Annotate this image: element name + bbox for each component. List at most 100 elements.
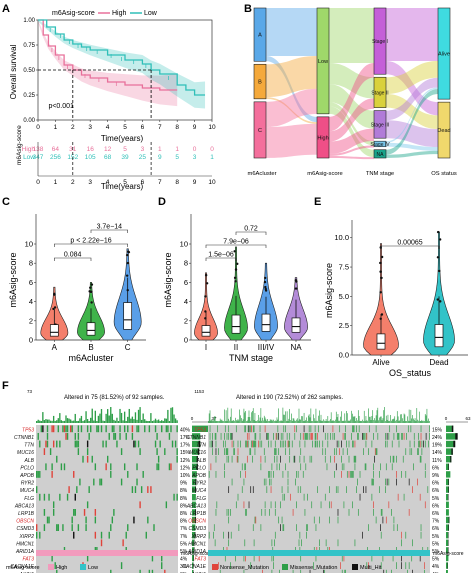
km-x-tick-label: 6 [141,124,145,131]
onco-mutation-cell [219,569,221,573]
onco-mutation-cell [382,554,384,562]
onco-mutation-cell [300,463,302,471]
onco-top-bar [269,419,271,423]
violin-category-label: III/IV [258,343,275,352]
onco-mutation-cell [363,433,364,440]
onco-mutation-cell [385,478,386,486]
onco-side-bar [446,478,449,486]
onco-mutation-cell [215,433,217,440]
onco-side-bar [192,547,195,554]
onco-top-bar [367,420,368,423]
onco-mutation-cell [241,463,243,471]
onco-mutation-cell [39,531,41,539]
onco-top-bar [313,414,314,423]
onco-top-bar [249,417,251,423]
onco-mutation-cell [300,448,302,455]
onco-top-bar [114,420,117,423]
onco-top-bar [286,411,288,423]
onco-mutation-cell [243,554,245,562]
onco-mutation-cell [208,531,210,539]
onco-mutation-cell [373,478,374,486]
onco-top-bar [236,420,238,423]
onco-mutation-cell [270,440,272,448]
onco-mutation-cell [76,486,78,493]
onco-mutation-cell [303,493,305,501]
onco-mutation-cell [51,471,53,478]
onco-mutation-cell [275,448,277,455]
onco-mutation-cell [164,569,166,573]
violin-outlier-point [205,282,209,285]
onco-mutation-cell [165,425,168,433]
onco-mutation-cell [86,501,89,509]
onco-top-bar [208,413,210,423]
sankey-flow [329,63,374,132]
onco-gene-label: CACNA1E [182,564,206,570]
onco-top-bar [339,420,340,423]
onco-mutation-cell [270,478,272,486]
onco-mutation-cell [265,478,267,486]
onco-mutation-cell [385,440,386,448]
violin-outlier-point [436,256,440,259]
onco-mutation-cell [339,448,341,455]
onco-mutation-cell [105,425,107,433]
onco-mutation-cell [133,516,135,524]
onco-top-bar [380,416,381,423]
violin-box [49,324,59,337]
comparison-bracket [380,245,440,249]
onco-mutation-cell [357,433,359,440]
onco-mutation-cell [246,440,248,448]
onco-side-tick: 63 [465,416,471,421]
onco-gene-pct: 5% [432,496,440,502]
onco-top-bar [170,407,172,423]
sankey-flow [266,8,317,56]
onco-mutation-cell [214,539,216,547]
km-x-tick-label: 4 [106,124,110,131]
onco-mutation-cell [299,440,301,448]
onco-top-bar [263,420,264,423]
onco-top-bar [370,420,372,423]
onco-top-bar [279,420,280,423]
onco-top-bar [285,420,287,423]
onco-top-bar [346,410,347,423]
onco-mutation-cell [244,425,246,433]
onco-mutation-cell [352,440,354,448]
onco-mutation-cell [297,486,299,493]
onco-mutation-cell [66,493,69,501]
onco-mutation-cell [77,440,80,448]
onco-mutation-cell [303,455,305,463]
onco-mutation-cell [59,493,61,501]
onco-top-bar [296,419,297,423]
km-low-ci-band [38,20,206,109]
onco-mutation-cell [277,425,279,433]
onco-mutation-cell [234,448,235,455]
onco-mutation-cell [429,425,430,433]
onco-side-bar [446,463,449,470]
onco-mutation-cell [43,509,46,516]
onco-side-bar [192,494,196,501]
risk-x-tick-label: 6 [141,179,145,186]
onco-top-bar [402,420,404,423]
onco-mutation-cell [296,524,297,531]
violin-outlier-point [90,283,94,286]
onco-mutation-cell [371,493,373,501]
onco-mutation-cell [350,471,352,478]
onco-mutation-cell [110,569,112,573]
onco-mutation-cell [168,433,171,440]
onco-top-bar [355,420,357,423]
onco-top-bar [366,420,368,423]
onco-top-max: 73 [27,389,33,394]
onco-mutation-cell [300,433,302,440]
onco-top-bar [361,420,363,423]
onco-top-bar [250,420,252,423]
onco-mutation-cell [417,448,418,455]
onco-top-bar [305,419,307,423]
onco-mutation-cell [45,440,47,448]
onco-top-bar [360,420,362,423]
onco-side-bar [192,471,197,478]
onco-mutation-cell [364,463,366,471]
onco-mutation-cell [85,516,87,524]
onco-mutation-cell [123,463,126,471]
onco-mutation-cell [283,425,285,433]
onco-side-bar [446,494,449,501]
onco-mutation-cell [57,425,60,433]
